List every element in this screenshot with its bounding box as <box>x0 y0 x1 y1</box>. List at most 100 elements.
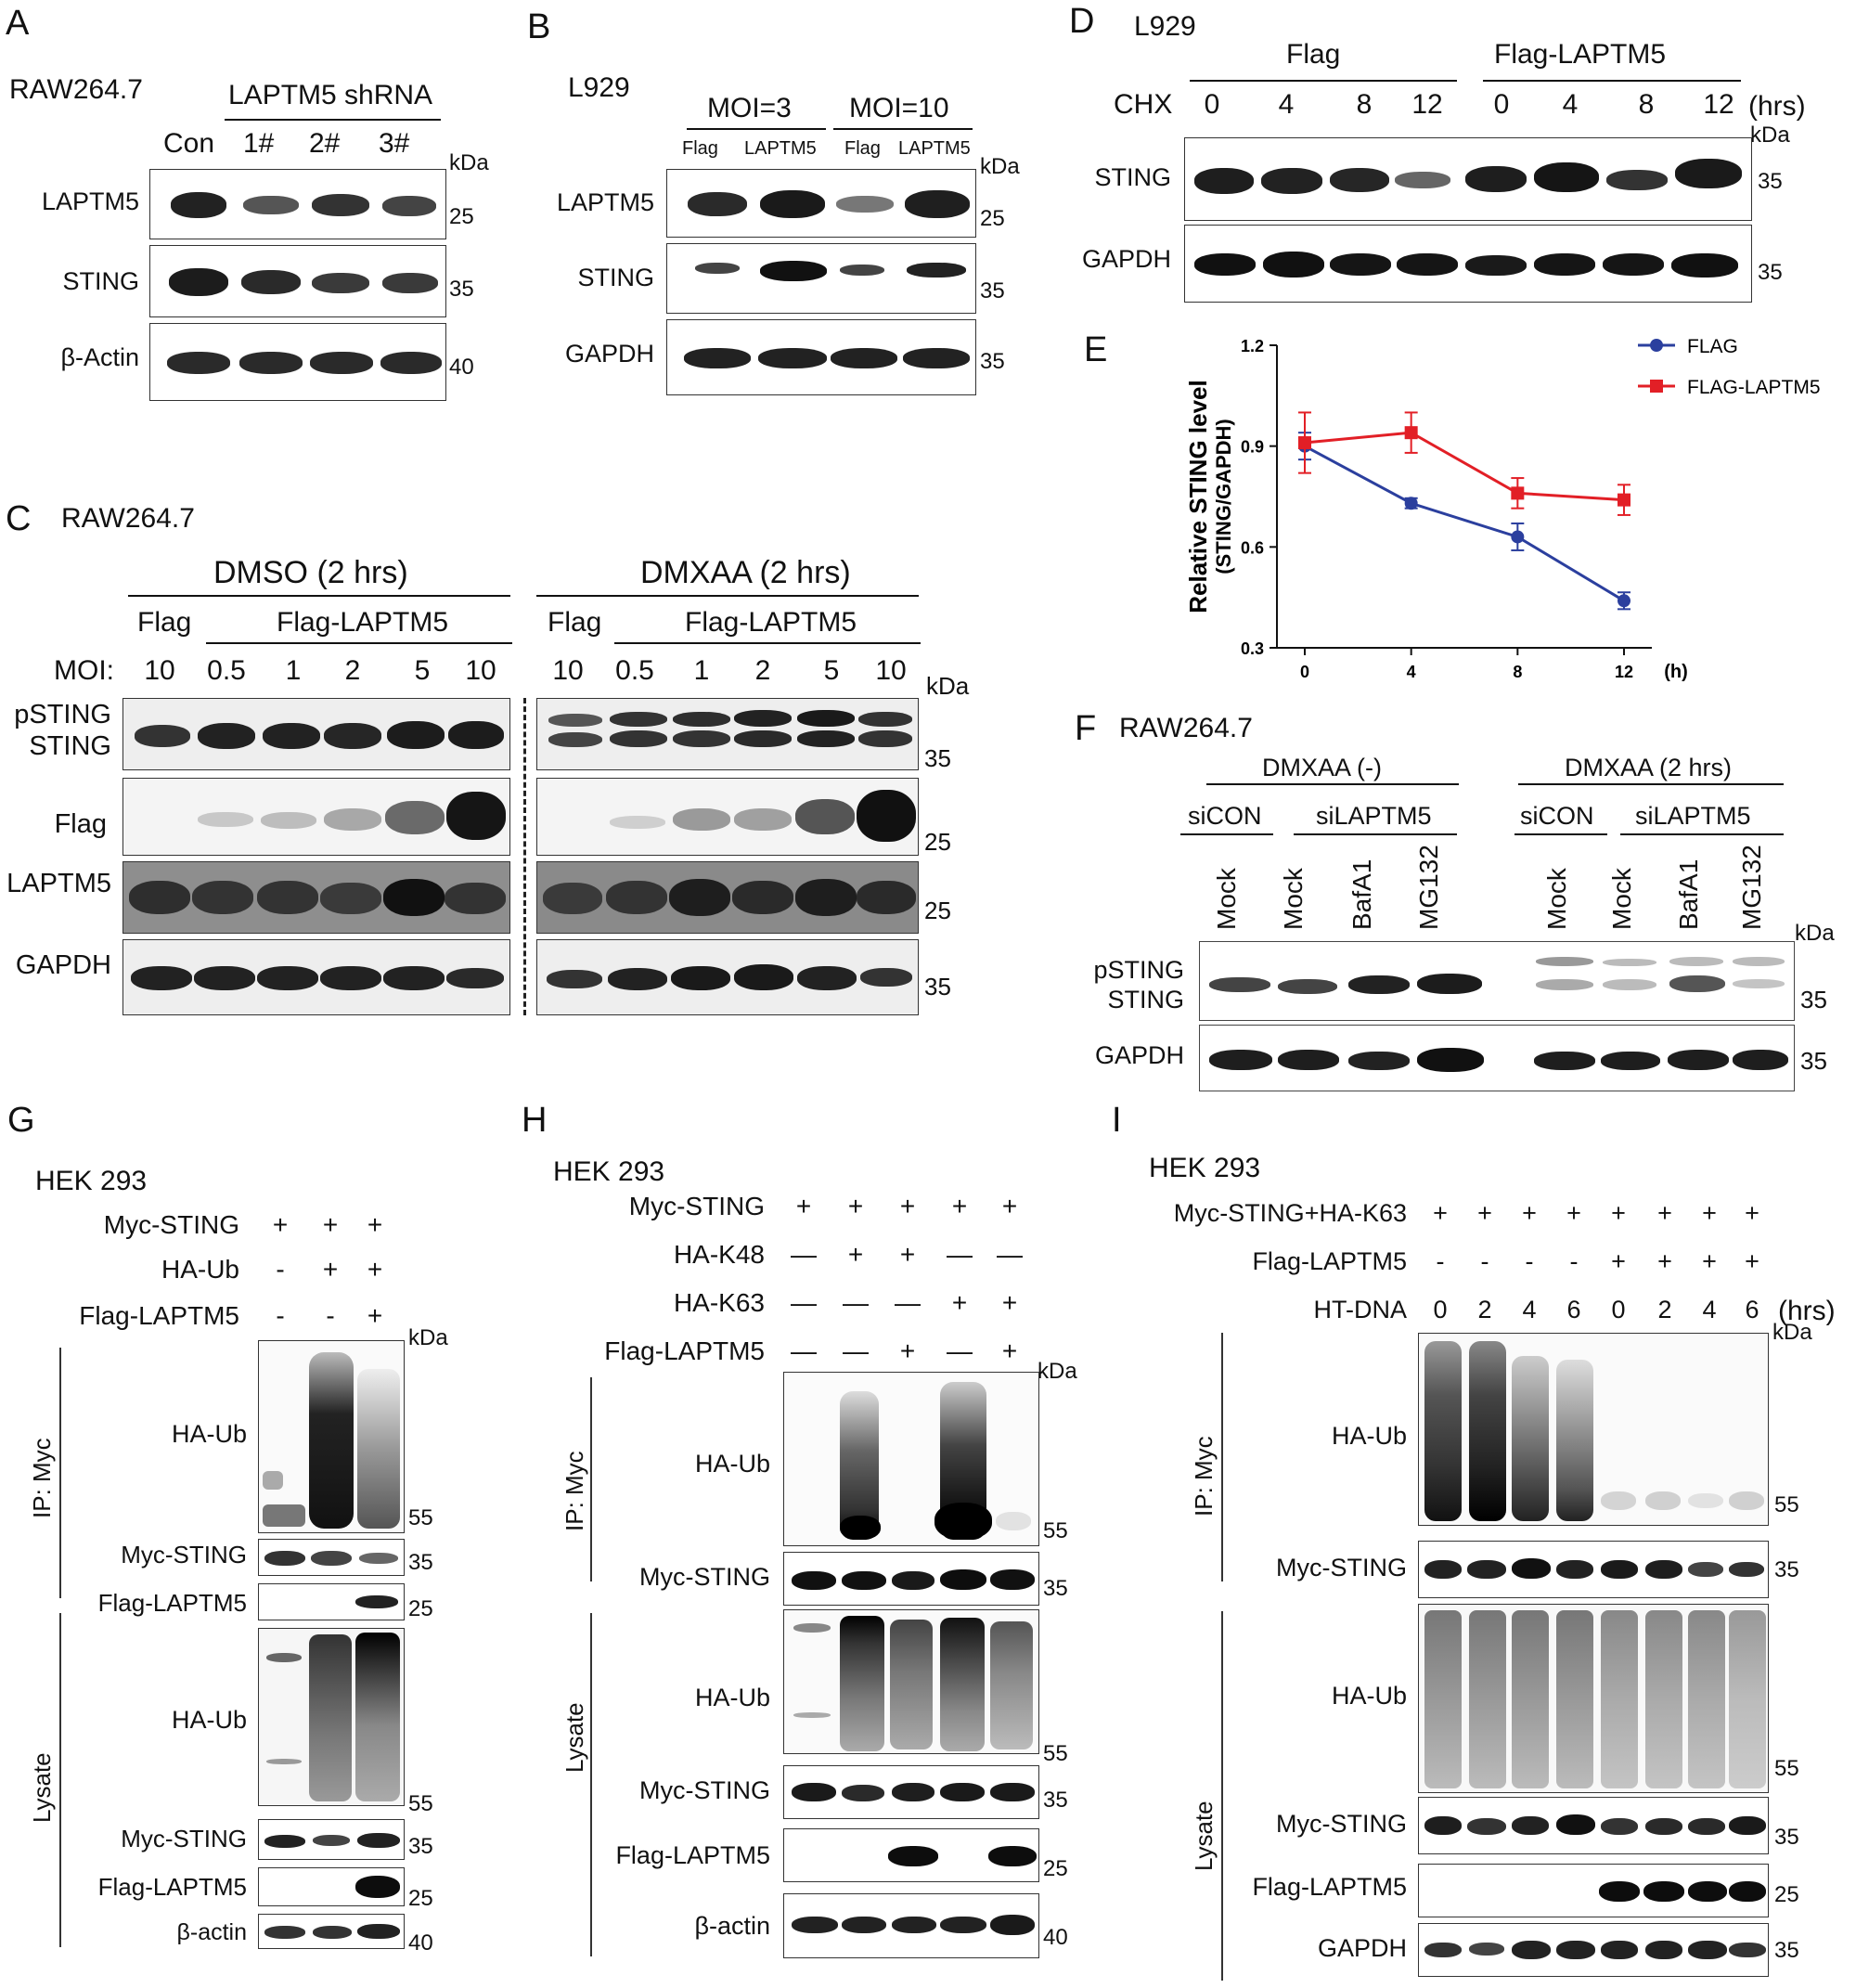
kda-marker: 35 <box>924 973 951 1000</box>
condition-value: + <box>1745 1199 1759 1227</box>
kda-label: kDa <box>1038 1359 1077 1384</box>
y-tick-label: 0.3 <box>1241 639 1264 658</box>
lane-label: Mock <box>1279 868 1308 930</box>
x-tick-label: 4 <box>1407 663 1416 681</box>
sub-header: siLAPTM5 <box>1316 802 1432 830</box>
cell-line-label: RAW264.7 <box>9 74 143 105</box>
lane-label: 2# <box>309 128 341 159</box>
group-underline <box>833 128 973 130</box>
condition-value: + <box>1702 1199 1717 1227</box>
blot-label: Flag-LAPTM5 <box>97 1589 247 1617</box>
kda-marker: 55 <box>1774 1756 1799 1781</box>
condition-label: Flag-LAPTM5 <box>1252 1247 1407 1275</box>
time-label: 0 <box>1204 89 1220 120</box>
blot-strip <box>1184 137 1752 221</box>
separator-line <box>523 698 526 1015</box>
ip-label: IP: Myc <box>561 1451 588 1531</box>
blot-band <box>907 263 966 278</box>
condition-value: + <box>847 1192 864 1220</box>
kda-marker: 40 <box>1043 1925 1068 1950</box>
blot-strip <box>122 861 510 934</box>
time-label: 4 <box>1562 89 1579 120</box>
blot-label: HA-Ub <box>1331 1682 1407 1710</box>
condition-value: — <box>895 1288 921 1317</box>
blot-band <box>382 273 438 293</box>
lane-label: MG132 <box>1737 845 1766 930</box>
panel-letter: F <box>1075 709 1097 748</box>
moi-value: 10 <box>144 655 175 686</box>
group-header: MOI=10 <box>849 93 949 123</box>
condition-value: 2 <box>1477 1296 1492 1323</box>
cell-line-label: HEK 293 <box>1149 1153 1261 1183</box>
ip-bracket <box>590 1377 592 1581</box>
panel-letter: G <box>7 1101 35 1140</box>
moi-value: 2 <box>754 655 771 686</box>
blot-strip <box>1418 1541 1769 1598</box>
blot-band <box>836 196 894 213</box>
blot-label: Myc-STING <box>121 1541 247 1568</box>
line-chart: 0.3 0.6 0.9 1.2 0 4 8 12 (h) Relative STING level… <box>1184 336 1821 682</box>
lysate-label: Lysate <box>28 1752 56 1823</box>
kda-marker: 35 <box>1774 1557 1799 1582</box>
condition-value: + <box>367 1301 383 1330</box>
x-tick-label: 8 <box>1513 663 1522 681</box>
group-header: LAPTM5 shRNA <box>228 80 433 110</box>
blot-strip <box>783 1372 1039 1546</box>
blot-band <box>171 192 226 218</box>
blot-strip <box>536 698 919 770</box>
blot-label: HA-Ub <box>694 1684 770 1711</box>
blot-strip <box>258 1819 405 1860</box>
condition-label: Flag-LAPTM5 <box>79 1301 239 1330</box>
condition-value: — <box>791 1336 817 1365</box>
blot-band <box>684 348 751 368</box>
blot-label: STING <box>62 267 139 295</box>
blot-strip <box>666 243 976 314</box>
condition-value: - <box>1480 1247 1489 1275</box>
lane-label: Flag <box>682 138 718 159</box>
lane-label: 1# <box>243 128 275 159</box>
sub-header: Flag-LAPTM5 <box>685 607 857 638</box>
blot-label: GAPDH <box>15 950 111 980</box>
condition-value: - <box>276 1255 285 1284</box>
condition-label: HT-DNA <box>1313 1296 1408 1323</box>
kda-marker: 35 <box>1758 260 1783 285</box>
blot-band <box>380 352 442 374</box>
condition-value: - <box>326 1301 335 1330</box>
kda-marker: 25 <box>1043 1856 1068 1881</box>
blot-label: HA-Ub <box>694 1450 770 1478</box>
time-label: 0 <box>1493 89 1510 120</box>
blot-band <box>760 190 825 218</box>
cell-line-label: L929 <box>568 72 630 103</box>
moi-value: 5 <box>414 655 431 686</box>
group-underline <box>1518 783 1784 785</box>
condition-value: + <box>1702 1247 1717 1275</box>
condition-label: Flag-LAPTM5 <box>604 1336 765 1365</box>
panel-letter: C <box>6 499 32 538</box>
legend-label: FLAG <box>1687 336 1738 357</box>
moi-value: 10 <box>552 655 584 686</box>
blot-band <box>169 268 228 296</box>
blot-label: LAPTM5 <box>41 187 139 215</box>
lane-label: Mock <box>1607 868 1636 930</box>
kda-marker: 35 <box>1800 1047 1827 1075</box>
kda-marker: 25 <box>924 897 951 924</box>
blot-label: GAPDH <box>1317 1934 1407 1962</box>
blot-label: β-actin <box>694 1912 770 1940</box>
ip-bracket <box>59 1348 61 1598</box>
condition-value: + <box>367 1255 383 1284</box>
unit-label: (hrs) <box>1778 1296 1836 1326</box>
data-point <box>1404 497 1418 510</box>
group-underline <box>1514 833 1607 835</box>
blot-strip <box>666 319 976 395</box>
lane-label: LAPTM5 <box>744 138 817 159</box>
condition-value: + <box>1477 1199 1492 1227</box>
condition-label: HA-K48 <box>673 1240 765 1269</box>
blot-label: STING <box>1094 163 1171 191</box>
condition-value: 6 <box>1566 1296 1581 1323</box>
kda-label: kDa <box>926 672 970 700</box>
y-tick-label: 1.2 <box>1241 337 1264 355</box>
lane-label: BafA1 <box>1347 858 1376 930</box>
blot-label: Flag-LAPTM5 <box>1252 1873 1407 1901</box>
lane-label: Flag <box>844 138 881 159</box>
condition-label: Myc-STING <box>628 1192 765 1220</box>
